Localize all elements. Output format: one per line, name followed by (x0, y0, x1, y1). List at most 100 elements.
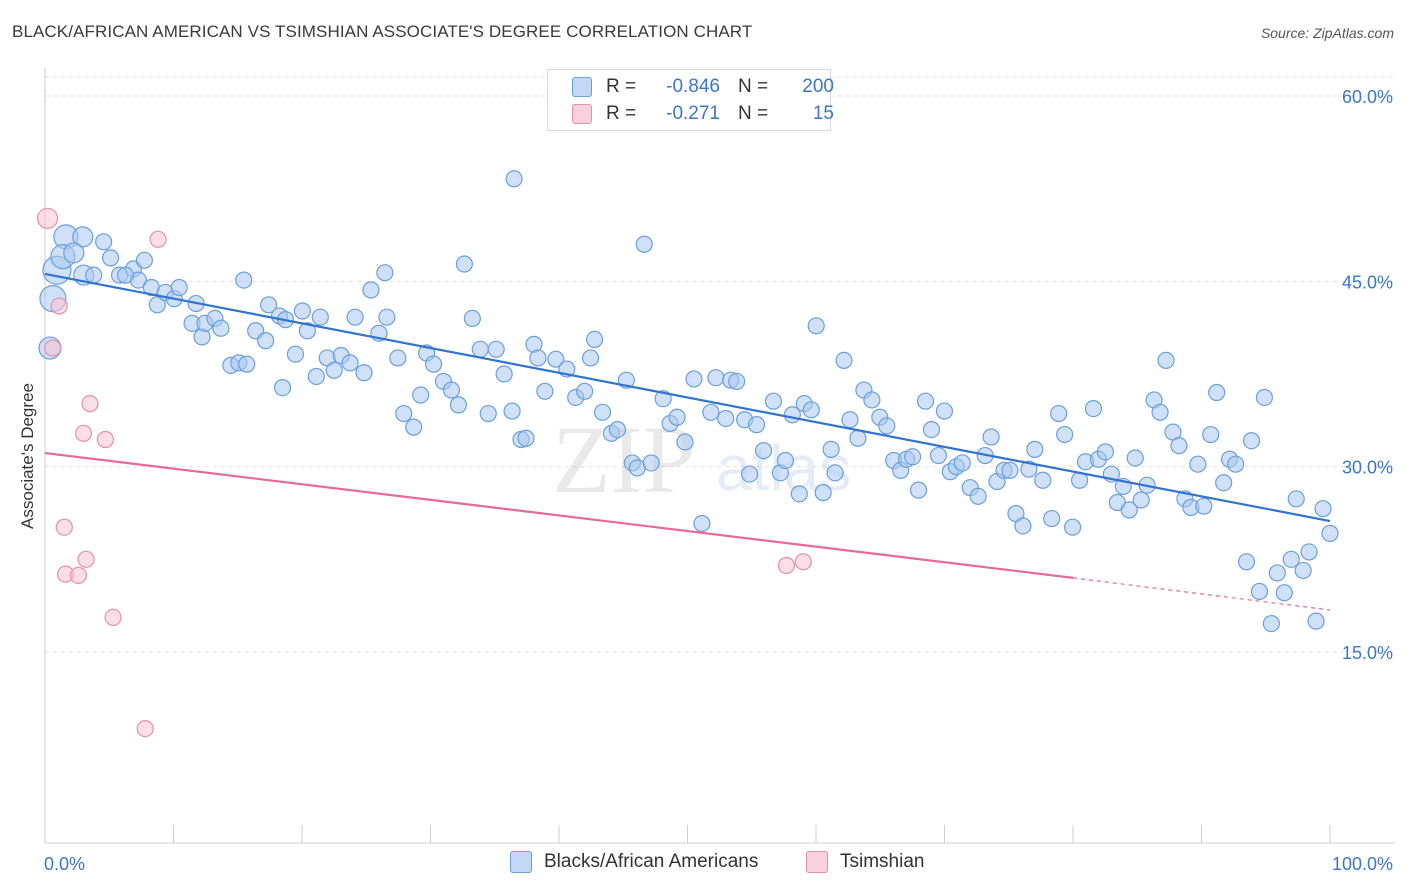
blacks-point (378, 308, 396, 326)
blacks-point (1151, 403, 1169, 421)
blacks-point (702, 403, 720, 421)
blacks-point (576, 382, 594, 400)
chart-title: BLACK/AFRICAN AMERICAN VS TSIMSHIAN ASSO… (12, 22, 753, 41)
blacks-point (260, 296, 278, 314)
legend-n-label: N = (738, 103, 769, 124)
axes (44, 68, 1394, 844)
blacks-point (741, 465, 759, 483)
blacks-point (1014, 517, 1032, 535)
legend-n-value: 15 (812, 103, 834, 124)
tsimshian-point (69, 566, 88, 584)
blacks-point (1294, 561, 1312, 580)
tsimshian-point (44, 339, 62, 357)
blacks-point (135, 251, 153, 269)
bottom-legend-label: Tsimshian (840, 851, 925, 872)
blacks-point (257, 332, 275, 350)
y-tick-label: 60.0% (1342, 87, 1393, 107)
blacks-point (1195, 497, 1213, 515)
legend-r-label: R = (606, 76, 637, 97)
blacks-point (1064, 518, 1082, 536)
blacks-point (424, 355, 443, 373)
blacks-point (325, 361, 343, 379)
tsimshian-point (794, 553, 812, 571)
blacks-point (307, 367, 325, 386)
tsimshian-point (136, 720, 154, 738)
legend-swatch-pink (572, 104, 592, 124)
blacks-point (1275, 584, 1293, 602)
blacks-point (1084, 399, 1103, 418)
blacks-point (479, 404, 497, 423)
blacks-point (969, 487, 987, 505)
blacks-point (455, 255, 473, 273)
blacks-point (487, 340, 505, 358)
blacks-point (982, 428, 1000, 446)
blacks-point (1020, 460, 1038, 478)
blacks-point (1255, 388, 1274, 407)
blacks-point (63, 242, 85, 264)
blacks-point (1237, 553, 1256, 571)
blacks-point (835, 351, 853, 370)
blacks-point (685, 370, 703, 388)
blacks-point (814, 484, 832, 502)
blacks-point (1043, 509, 1061, 528)
legend-r-value: -0.271 (666, 103, 720, 124)
blacks-point (1250, 582, 1269, 601)
blacks-point (953, 454, 971, 472)
blacks-point (1096, 443, 1114, 461)
tsimshian-point (74, 424, 93, 442)
blacks-point (863, 391, 881, 409)
blacks-point (341, 354, 359, 372)
blacks-point (116, 266, 135, 284)
blacks-point (72, 226, 94, 248)
correlation-legend: R = -0.846 N = 200 R = -0.271 N = 15 (547, 69, 834, 131)
blacks-point (442, 381, 461, 399)
bottom-legend-swatch-pink (806, 851, 828, 873)
blacks-point (1034, 471, 1052, 489)
blacks-point (405, 418, 423, 436)
legend-row-tsimshian: R = -0.271 N = 15 (572, 101, 834, 127)
tsimshian-point (36, 207, 59, 229)
tsimshian-point (777, 556, 795, 575)
blacks-point (463, 309, 481, 327)
y-tick-label: 45.0% (1342, 272, 1393, 292)
bottom-legend-tsimshian: Tsimshian (806, 851, 924, 873)
blacks-point (916, 392, 935, 410)
blacks-point (362, 281, 380, 299)
y-axis-title: Associate's Degree (18, 383, 37, 529)
blacks-point (1202, 425, 1220, 444)
legend-swatch-blue (572, 77, 592, 97)
blacks-point (841, 411, 859, 429)
bottom-legend-blacks: Blacks/African Americans (510, 851, 758, 873)
tsimshian-point (55, 518, 73, 536)
blacks-point (495, 365, 513, 383)
legend-r-label: R = (606, 103, 637, 124)
blacks-point (717, 409, 735, 428)
blacks-point (1242, 432, 1261, 450)
blacks-point (903, 448, 922, 466)
blacks-point (1314, 500, 1332, 518)
blacks-point (728, 372, 746, 391)
blacks-point (212, 319, 230, 337)
legend-n-value: 200 (802, 76, 834, 97)
blacks-point (412, 386, 430, 404)
blacks-point (1056, 425, 1074, 444)
tsimshian-trend-line (44, 451, 1074, 579)
tsimshian-trend-extension (1072, 577, 1331, 611)
blacks-point (101, 249, 120, 267)
blacks-point (693, 514, 711, 533)
blacks-point (790, 485, 808, 503)
blacks-point (529, 349, 547, 367)
tsimshian-point (149, 230, 167, 248)
blacks-point (1226, 455, 1245, 473)
blacks-point (389, 349, 407, 367)
blacks-point (849, 429, 867, 447)
blacks-point (170, 278, 188, 297)
blacks-point (355, 364, 373, 382)
blacks-point (929, 446, 948, 465)
blacks-point (1120, 501, 1138, 519)
x-tick-label: 0.0% (44, 854, 85, 874)
blacks-point (85, 266, 103, 284)
blacks-point (802, 401, 820, 419)
blacks-point (747, 416, 766, 434)
blacks-point (235, 271, 253, 289)
